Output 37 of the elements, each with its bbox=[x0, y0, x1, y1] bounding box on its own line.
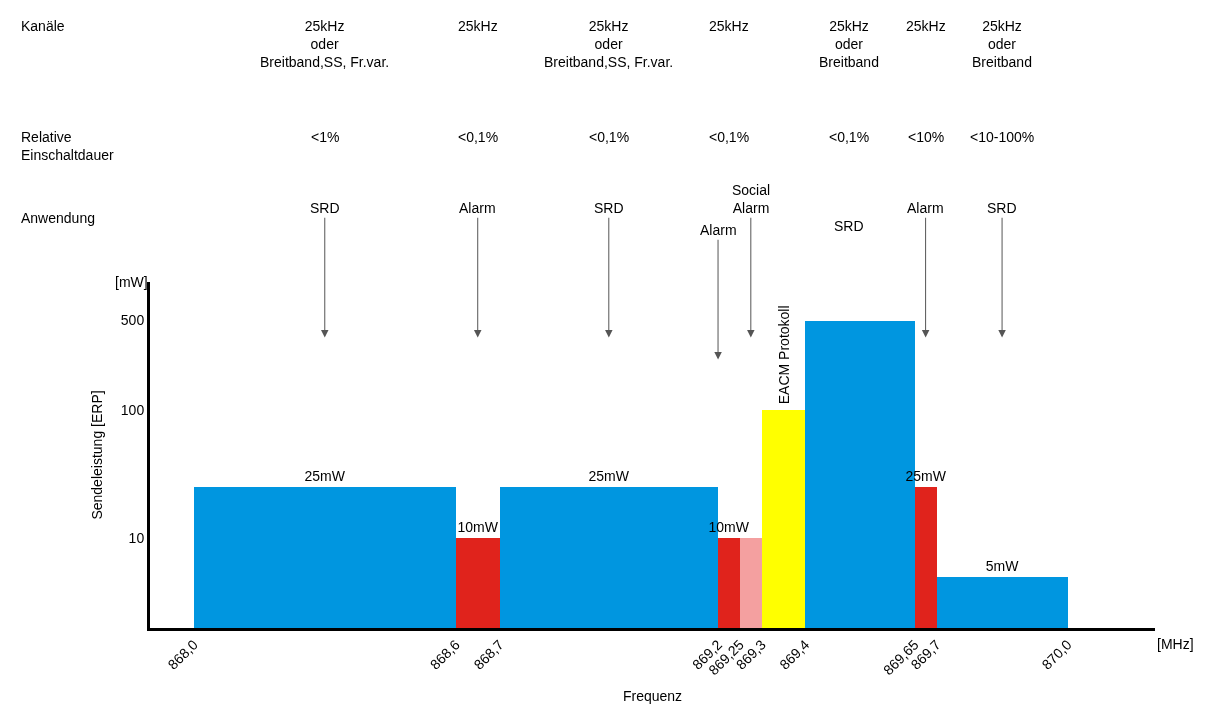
text: 25kHz bbox=[709, 18, 749, 34]
text: 25kHz oder Breitband,SS, Fr.var. bbox=[260, 18, 390, 71]
text: <1% bbox=[311, 129, 340, 145]
annotation: [mW] bbox=[115, 274, 148, 290]
text: <0,1% bbox=[709, 129, 750, 145]
x-axis-title: Frequenz bbox=[622, 688, 683, 705]
text: 25kHz oder Breitband,SS, Fr.var. bbox=[544, 18, 674, 71]
data-label: 5mW bbox=[985, 557, 1020, 574]
text: <0,1% bbox=[458, 129, 499, 145]
text: Relative Einschaltdauer bbox=[21, 129, 114, 164]
text: SRD bbox=[594, 200, 624, 216]
text: 25kHz bbox=[458, 18, 498, 34]
text: Alarm bbox=[700, 222, 737, 238]
text: SRD bbox=[834, 218, 864, 234]
text: <0,1% bbox=[829, 129, 870, 145]
text: <10% bbox=[908, 129, 945, 145]
text: 25kHz bbox=[906, 18, 946, 34]
text: Social Alarm bbox=[732, 182, 771, 217]
y-axis-title: Sendeleistung [ERP] bbox=[89, 390, 106, 520]
data-label: 10mW bbox=[457, 518, 499, 535]
text: <10-100% bbox=[970, 129, 1035, 145]
text: SRD bbox=[310, 200, 340, 216]
text: 25kHz oder Breitband bbox=[972, 18, 1032, 71]
data-label: 25mW bbox=[304, 467, 346, 484]
text: Kanäle bbox=[21, 18, 65, 34]
text: 25kHz oder Breitband bbox=[819, 18, 879, 71]
text: Anwendung bbox=[21, 210, 95, 226]
text: <0,1% bbox=[589, 129, 630, 145]
text: Alarm bbox=[459, 200, 496, 216]
y-tick-label: 500 bbox=[120, 312, 145, 329]
text: [MHz] bbox=[1157, 636, 1194, 652]
text: SRD bbox=[987, 200, 1017, 216]
annotation: EACM Protokoll bbox=[775, 305, 792, 405]
y-tick-label: 100 bbox=[120, 402, 145, 419]
text: Alarm bbox=[907, 200, 944, 216]
y-tick-label: 10 bbox=[128, 530, 145, 547]
data-label: 25mW bbox=[588, 467, 630, 484]
